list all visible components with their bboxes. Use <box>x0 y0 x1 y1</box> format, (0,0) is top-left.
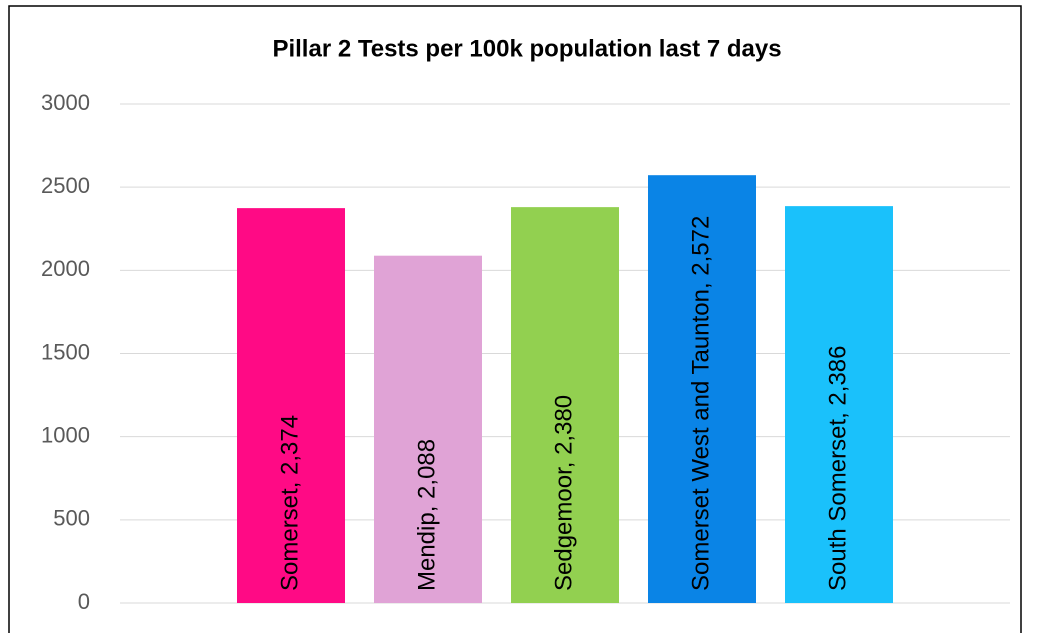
data-label: Somerset, 2,374 <box>276 415 303 591</box>
data-label-group: Somerset West and Taunton, 2,572 <box>687 216 714 591</box>
bar <box>237 208 345 603</box>
y-tick-label: 1500 <box>41 339 90 364</box>
data-label-group: South Somerset, 2,386 <box>824 346 851 591</box>
bar <box>511 207 619 604</box>
data-label: Mendip, 2,088 <box>413 439 440 591</box>
bar <box>648 175 756 603</box>
y-tick-label: 2500 <box>41 173 90 198</box>
data-label-group: Sedgemoor, 2,380 <box>550 395 577 591</box>
y-tick-label: 0 <box>78 589 90 614</box>
data-label-group: Somerset, 2,374 <box>276 415 303 591</box>
chart-title: Pillar 2 Tests per 100k population last … <box>272 35 781 62</box>
y-tick-label: 2000 <box>41 256 90 281</box>
data-label: Sedgemoor, 2,380 <box>550 395 577 591</box>
data-label-group: Mendip, 2,088 <box>413 439 440 591</box>
data-label: Somerset West and Taunton, 2,572 <box>687 216 714 591</box>
y-tick-label: 1000 <box>41 422 90 447</box>
data-label: South Somerset, 2,386 <box>824 346 851 591</box>
bar <box>785 206 893 603</box>
y-tick-label: 3000 <box>41 90 90 115</box>
y-tick-label: 500 <box>53 506 90 531</box>
bar <box>374 255 482 604</box>
